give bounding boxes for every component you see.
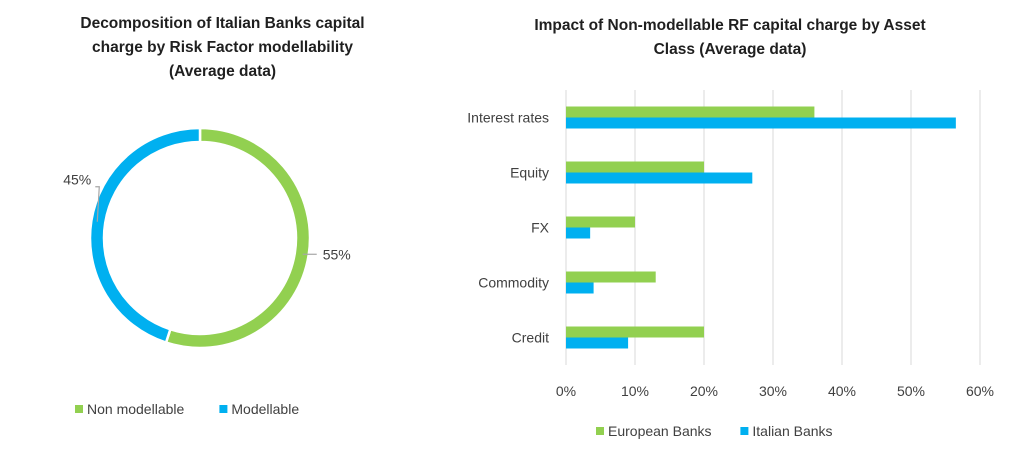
leader-line-modellable: [95, 186, 100, 222]
doughnut-chart: 55% 45%: [63, 126, 351, 350]
legend-label-european-banks: European Banks: [608, 423, 712, 439]
bar-italian-banks-fx: [566, 227, 591, 239]
legend-swatch-non-modellable: [75, 405, 83, 413]
slice-modellable: [88, 126, 202, 345]
data-label-non-modellable: 55%: [323, 246, 351, 262]
bar-italian-banks-commodity: [566, 282, 594, 294]
x-tick-label: 40%: [828, 383, 856, 399]
bar-european-banks-equity: [566, 161, 704, 173]
slice-non-modellable: [164, 126, 312, 350]
x-tick-label: 20%: [690, 383, 718, 399]
bar-chart: 0% 10% 20% 30% 40% 50% 60% Interest rates Equity…: [467, 90, 994, 399]
x-tick-label: 50%: [897, 383, 925, 399]
legend-label-non-modellable: Non modellable: [87, 401, 184, 417]
bar-european-banks-interest-rates: [566, 106, 815, 118]
legend-swatch-european-banks: [596, 427, 604, 435]
legend-label-italian-banks: Italian Banks: [752, 423, 832, 439]
legend-swatch-italian-banks: [740, 427, 749, 435]
y-category-label: FX: [531, 220, 550, 236]
legend-label-modellable: Modellable: [231, 401, 299, 417]
x-tick-label: 0%: [556, 383, 576, 399]
y-category-label: Interest rates: [467, 110, 549, 126]
x-tick-label: 10%: [621, 383, 649, 399]
x-tick-label: 60%: [966, 383, 994, 399]
y-category-label: Equity: [510, 165, 549, 181]
data-label-modellable: 45%: [63, 172, 91, 188]
bar-legend: European Banks Italian Banks: [596, 423, 833, 439]
bar-italian-banks-interest-rates: [566, 117, 956, 129]
bar-european-banks-credit: [566, 326, 704, 338]
bar-chart-title: Impact of Non-modellable RF capital char…: [534, 17, 926, 58]
bar-italian-banks-equity: [566, 172, 753, 184]
pie-chart-title: Decomposition of Italian Banks capital c…: [80, 15, 365, 80]
doughnut-legend: Non modellable Modellable: [75, 401, 299, 417]
bar-italian-banks-credit: [566, 337, 629, 349]
bar-european-banks-fx: [566, 216, 635, 228]
y-category-label: Commodity: [478, 275, 549, 291]
y-category-label: Credit: [512, 330, 549, 346]
bar-european-banks-commodity: [566, 271, 656, 283]
x-tick-label: 30%: [759, 383, 787, 399]
legend-swatch-modellable: [219, 405, 228, 413]
